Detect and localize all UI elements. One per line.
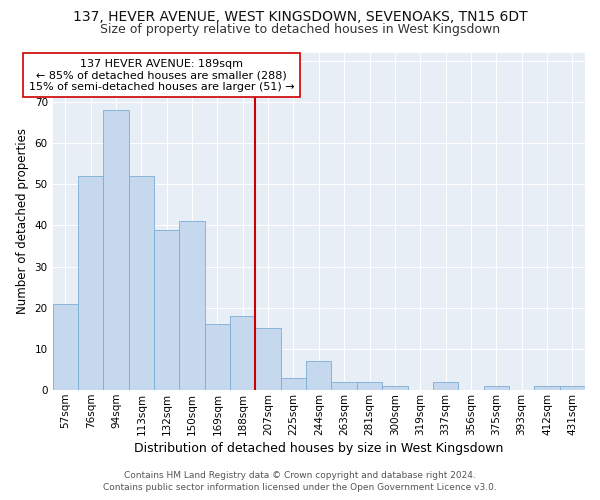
Bar <box>179 222 205 390</box>
Bar <box>281 378 306 390</box>
Bar <box>53 304 78 390</box>
Bar <box>382 386 407 390</box>
Bar <box>534 386 560 390</box>
Text: 137, HEVER AVENUE, WEST KINGSDOWN, SEVENOAKS, TN15 6DT: 137, HEVER AVENUE, WEST KINGSDOWN, SEVEN… <box>73 10 527 24</box>
Bar <box>154 230 179 390</box>
Bar <box>484 386 509 390</box>
Bar <box>306 362 331 390</box>
X-axis label: Distribution of detached houses by size in West Kingsdown: Distribution of detached houses by size … <box>134 442 503 455</box>
Bar <box>331 382 357 390</box>
Bar <box>433 382 458 390</box>
Bar <box>256 328 281 390</box>
Y-axis label: Number of detached properties: Number of detached properties <box>16 128 29 314</box>
Bar <box>230 316 256 390</box>
Bar <box>128 176 154 390</box>
Text: Size of property relative to detached houses in West Kingsdown: Size of property relative to detached ho… <box>100 22 500 36</box>
Text: 137 HEVER AVENUE: 189sqm
← 85% of detached houses are smaller (288)
15% of semi-: 137 HEVER AVENUE: 189sqm ← 85% of detach… <box>29 58 295 92</box>
Bar <box>103 110 128 390</box>
Bar <box>560 386 585 390</box>
Bar <box>78 176 103 390</box>
Bar <box>205 324 230 390</box>
Text: Contains HM Land Registry data © Crown copyright and database right 2024.
Contai: Contains HM Land Registry data © Crown c… <box>103 471 497 492</box>
Bar <box>357 382 382 390</box>
